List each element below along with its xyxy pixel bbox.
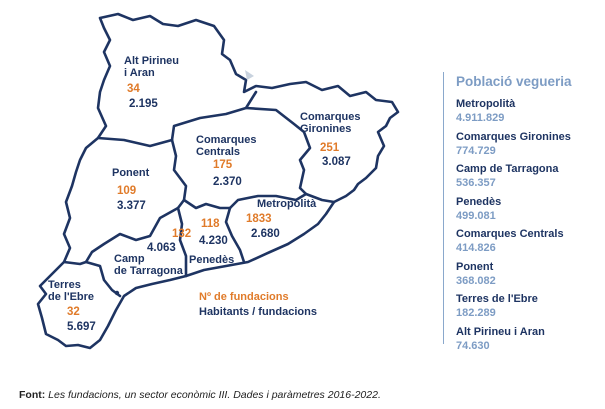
population-item-value: 499.081	[456, 209, 496, 222]
region-name-comarques-gironines: Gironines	[300, 123, 351, 135]
region-name-comarques-centrals: Comarques	[196, 134, 257, 146]
boundary-camp-terres	[84, 260, 122, 298]
population-item: Alt Pirineu i Aran 74.630	[456, 325, 571, 358]
region-name-alt-pirineu: i Aran	[124, 67, 155, 79]
legend-count-label: Nº de fundacions	[199, 291, 289, 303]
population-item-name: Alt Pirineu i Aran	[456, 325, 545, 338]
population-item-value: 414.826	[456, 242, 496, 254]
region-name-comarques-centrals: Centrals	[196, 146, 240, 158]
region-count-penedes: 118	[201, 218, 220, 230]
population-item: Ponent 368.082	[456, 260, 571, 293]
region-ratio-metropolita: 2.680	[251, 228, 280, 240]
population-item-name: Camp de Tarragona	[456, 163, 559, 175]
region-name-terres-de-lebre: de l'Ebre	[48, 291, 94, 303]
region-name-terres-de-lebre: Terres	[48, 279, 81, 291]
region-count-ponent: 109	[117, 185, 136, 197]
region-ratio-terres-de-lebre: 5.697	[67, 321, 96, 333]
population-item-name: Penedès	[456, 195, 502, 208]
population-item: Camp de Tarragona 536.357	[456, 162, 571, 195]
boundary-centrals-metropolita	[228, 192, 308, 210]
population-item-value: 368.082	[456, 274, 496, 287]
population-item-name: Comarques Centrals	[456, 228, 564, 240]
panel-divider	[443, 72, 444, 344]
region-ratio-camp-de-tarragona: 4.063	[147, 242, 176, 254]
population-item: Comarques Gironines 774.729	[456, 130, 571, 163]
region-count-camp-de-tarragona: 132	[172, 228, 191, 240]
boundary-camp-penedes	[176, 206, 188, 278]
boundary-centrals-penedes	[182, 198, 232, 210]
region-ratio-penedes: 4.230	[199, 235, 228, 247]
boundary-ponent-terres	[62, 260, 88, 266]
region-name-camp-de-tarragona: Camp	[114, 253, 145, 265]
boundary-ponent-camp	[84, 206, 180, 264]
boundary-penedes-metropolita	[224, 206, 246, 264]
region-ratio-alt-pirineu: 2.195	[129, 98, 158, 110]
region-ratio-comarques-centrals: 2.370	[213, 176, 242, 188]
catalonia-outline	[36, 12, 400, 350]
boundary-pirineu-ponent	[96, 136, 174, 148]
region-name-ponent: Ponent	[112, 167, 150, 179]
region-count-alt-pirineu: 34	[127, 83, 140, 95]
population-item-name: Terres de l'Ebre	[456, 293, 538, 305]
region-name-comarques-gironines: Comarques	[300, 111, 361, 123]
map-legend: Nº de fundacions Habitants / fundacions	[199, 291, 317, 318]
legend-ratio-label: Habitants / fundacions	[199, 306, 317, 318]
region-ratio-ponent: 3.377	[117, 200, 146, 212]
population-item-value: 182.289	[456, 307, 496, 319]
population-item-value: 536.357	[456, 177, 496, 189]
population-item-name: Comarques Gironines	[456, 130, 571, 143]
population-item-name: Ponent	[456, 260, 494, 273]
population-item: Penedès 499.081	[456, 195, 571, 228]
population-title: Població vegueria	[456, 74, 572, 89]
source-text: Les fundacions, un sector econòmic III. …	[48, 389, 381, 401]
region-name-camp-de-tarragona: de Tarragona	[114, 265, 184, 277]
population-item: Comarques Centrals 414.826	[456, 227, 571, 260]
population-item: Metropolità 4.911.829	[456, 97, 571, 130]
boundary-ponent-centrals	[170, 138, 188, 210]
region-count-terres-de-lebre: 32	[67, 306, 80, 318]
region-name-metropolita: Metropolità	[257, 198, 317, 210]
region-count-comarques-centrals: 175	[213, 159, 233, 171]
boundary-gironines-metropolita	[304, 192, 336, 204]
population-panel: Població vegueria Metropolità 4.911.829 Co…	[443, 72, 593, 352]
boundary-pirineu-centrals	[170, 90, 258, 142]
source-note: Font: Les fundacions, un sector econòmic…	[19, 389, 381, 401]
region-count-metropolita: 1833	[246, 213, 272, 225]
population-item-name: Metropolità	[456, 98, 516, 110]
population-list: Metropolità 4.911.829 Comarques Gironines 7…	[456, 97, 571, 357]
region-count-comarques-gironines: 251	[320, 142, 340, 154]
population-item-value: 4.911.829	[456, 112, 505, 124]
region-name-penedes: Penedès	[189, 254, 234, 266]
source-label: Font:	[19, 389, 46, 401]
region-name-alt-pirineu: Alt Pirineu	[124, 55, 179, 67]
population-item-value: 774.729	[456, 144, 496, 157]
region-ratio-comarques-gironines: 3.087	[322, 156, 351, 168]
population-item-value: 74.630	[456, 339, 490, 352]
population-item: Terres de l'Ebre 182.289	[456, 292, 571, 325]
boundary-centrals-gironines	[244, 106, 312, 196]
